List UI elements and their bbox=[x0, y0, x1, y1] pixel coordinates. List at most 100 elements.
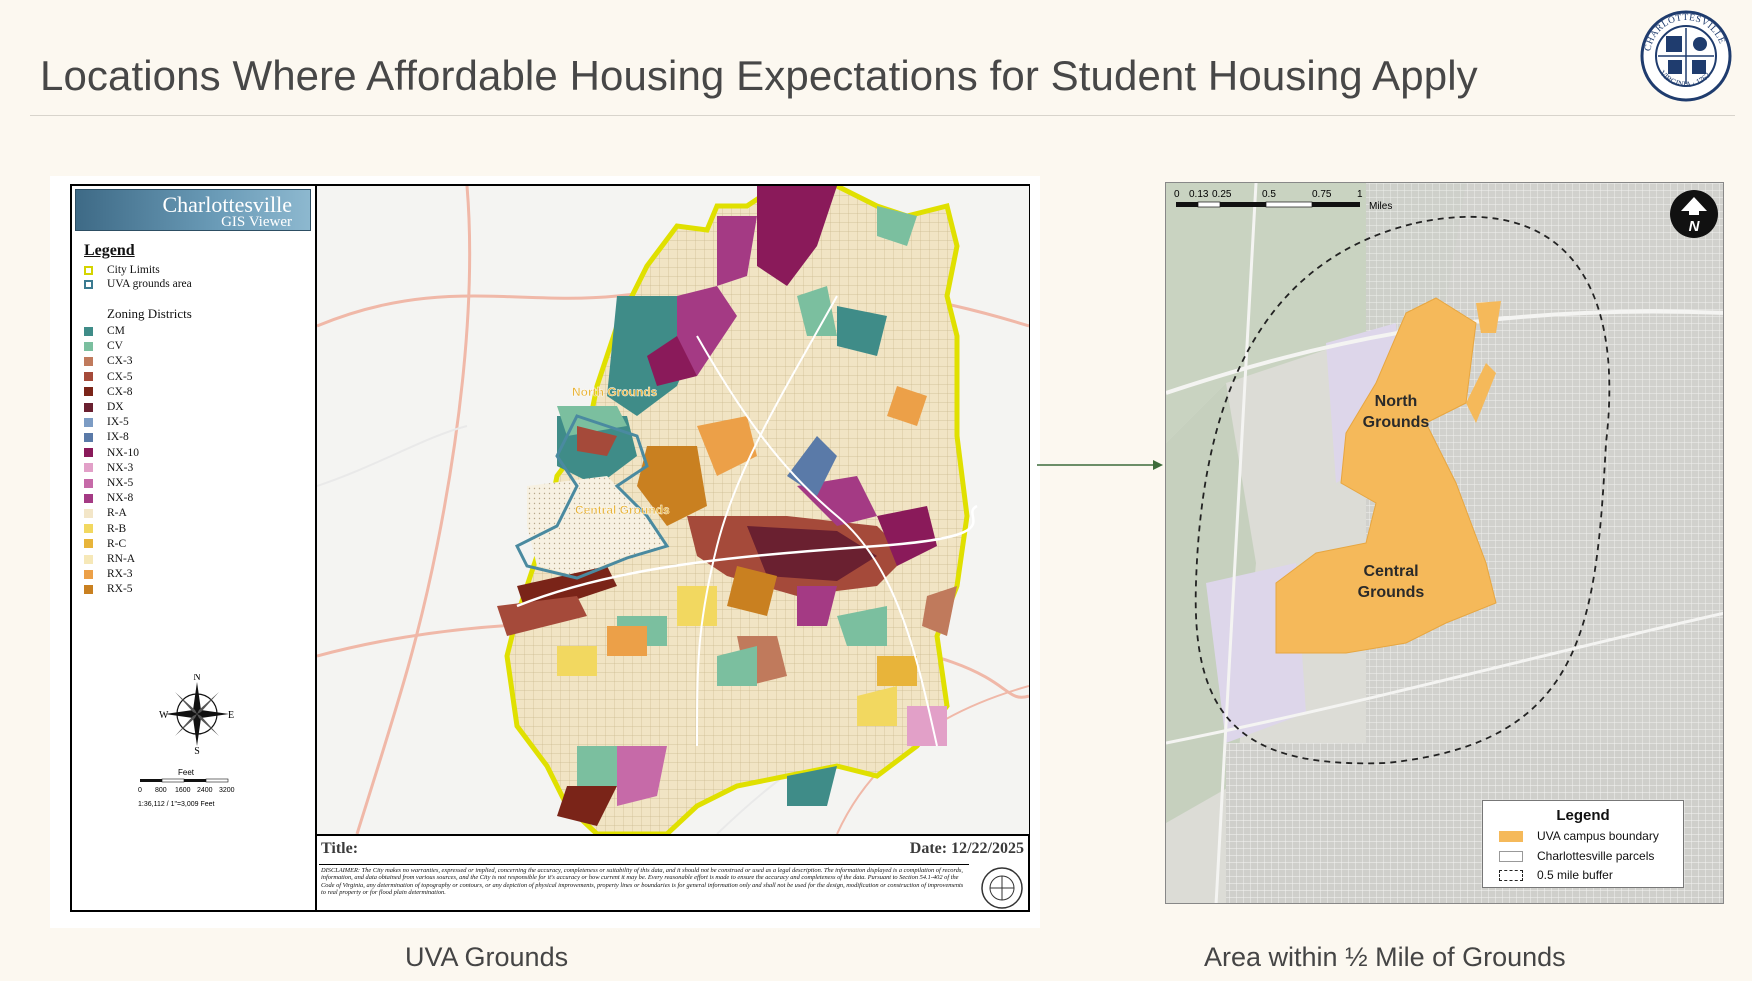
zone-legend-item: R-A bbox=[84, 506, 127, 520]
svg-text:0.75: 0.75 bbox=[1312, 189, 1332, 200]
zone-code: NX-10 bbox=[107, 446, 139, 459]
zone-code: CX-5 bbox=[107, 370, 133, 383]
zone-code: CM bbox=[107, 325, 125, 337]
zone-swatch bbox=[84, 539, 93, 549]
compass-s: S bbox=[194, 746, 200, 754]
zone-legend-item: R-B bbox=[84, 522, 126, 536]
compass-w: W bbox=[159, 710, 169, 721]
city-seal-small-icon bbox=[981, 867, 1023, 909]
map-date: Date: 12/22/2025 bbox=[909, 840, 1024, 857]
scale-ratio: 1:36,112 / 1"=3,009 Feet bbox=[138, 801, 215, 808]
north-grounds-label: North Grounds bbox=[572, 385, 658, 399]
svg-text:Miles: Miles bbox=[1369, 201, 1392, 212]
zone-legend-item: R-C bbox=[84, 537, 126, 551]
zone-legend-item: IX-8 bbox=[84, 430, 129, 444]
svg-text:N: N bbox=[1689, 218, 1701, 235]
svg-text:0: 0 bbox=[138, 787, 142, 794]
zone-legend-item: NX-8 bbox=[84, 491, 133, 505]
svg-text:1: 1 bbox=[1357, 189, 1363, 200]
buffer-map-svg bbox=[1166, 183, 1723, 903]
zone-swatch bbox=[84, 326, 93, 336]
zone-swatch bbox=[84, 432, 93, 442]
zone-legend-item: CX-5 bbox=[84, 370, 133, 384]
zone-legend-item: RN-A bbox=[84, 552, 135, 566]
compass-rose-icon: N S W E bbox=[159, 674, 234, 754]
zoning-districts-title: Zoning Districts bbox=[107, 306, 192, 321]
zone-swatch bbox=[84, 569, 93, 579]
gis-viewer-banner: Charlottesville GIS Viewer bbox=[75, 189, 311, 231]
arrow-right-icon bbox=[1037, 460, 1163, 470]
legend-title: Legend bbox=[1556, 807, 1610, 824]
legend-parcels: Charlottesville parcels bbox=[1499, 849, 1654, 863]
svg-text:2400: 2400 bbox=[197, 787, 213, 794]
title-divider bbox=[30, 115, 1735, 116]
zone-code: R-A bbox=[107, 507, 127, 520]
zone-swatch bbox=[84, 387, 93, 397]
north-arrow-icon: N bbox=[1670, 190, 1718, 238]
legend-uva-campus: UVA campus boundary bbox=[1499, 829, 1659, 843]
zone-swatch bbox=[84, 356, 93, 366]
zone-swatch bbox=[84, 402, 93, 412]
zone-code: CX-3 bbox=[107, 355, 133, 368]
zone-legend-item: NX-5 bbox=[84, 476, 133, 490]
city-seal-icon: CHARLOTTESVILLE VIRGINIA · 1762 bbox=[1640, 10, 1732, 102]
miles-scale-bar: 0 0.13 0.25 0.5 0.75 1 Miles bbox=[1174, 189, 1392, 212]
zone-swatch bbox=[84, 478, 93, 488]
zone-code: CX-8 bbox=[107, 385, 133, 398]
zone-swatch bbox=[84, 493, 93, 503]
zone-legend-item: CV bbox=[84, 339, 123, 353]
compass-n: N bbox=[193, 674, 200, 683]
banner-subtitle: GIS Viewer bbox=[221, 214, 292, 230]
buffer-map-panel[interactable]: North Grounds Central Grounds 0 0.13 0.2… bbox=[1165, 182, 1724, 904]
banner-city: Charlottesville bbox=[162, 192, 292, 217]
zone-legend-item: DX bbox=[84, 400, 124, 414]
central-grounds-label: Central Grounds bbox=[1357, 563, 1425, 601]
zoning-map-svg: North Grounds Central Grounds bbox=[317, 186, 1029, 834]
zone-swatch bbox=[84, 448, 93, 458]
compass-e: E bbox=[228, 710, 234, 721]
zoning-map-canvas[interactable]: North Grounds Central Grounds bbox=[317, 186, 1029, 834]
zone-swatch bbox=[84, 417, 93, 427]
zone-legend-item: CX-3 bbox=[84, 354, 133, 368]
legend-buffer: 0.5 mile buffer bbox=[1499, 868, 1613, 882]
zone-code: R-B bbox=[107, 522, 127, 535]
svg-text:0.5: 0.5 bbox=[1262, 189, 1276, 200]
svg-text:0.25: 0.25 bbox=[1212, 189, 1232, 200]
zone-swatch bbox=[84, 508, 93, 518]
legend-label: UVA grounds area bbox=[107, 278, 192, 290]
zone-code: RX-3 bbox=[107, 568, 133, 581]
north-grounds-label: North Grounds bbox=[1362, 393, 1430, 431]
legend-label: City Limits bbox=[107, 264, 160, 276]
zone-swatch bbox=[84, 372, 93, 382]
zoning-map-panel: Charlottesville GIS Viewer Legend City L… bbox=[50, 176, 1040, 928]
zone-code: R-C bbox=[107, 537, 127, 550]
zone-code: RN-A bbox=[107, 553, 136, 565]
left-map-caption: UVA Grounds bbox=[405, 942, 569, 972]
zone-code: NX-8 bbox=[107, 492, 134, 505]
map-title-label: Title: bbox=[321, 840, 359, 857]
zone-legend-item: IX-5 bbox=[84, 415, 129, 429]
zone-swatch bbox=[84, 463, 93, 473]
zone-code: RX-5 bbox=[107, 583, 133, 596]
zone-legend-item: CM bbox=[84, 324, 125, 338]
map-title-box: Title: Date: 12/22/2025 DISCLAIMER: The … bbox=[317, 834, 1030, 912]
zone-legend-item: RX-3 bbox=[84, 567, 133, 581]
zone-swatch bbox=[84, 524, 93, 534]
zone-legend-item: CX-8 bbox=[84, 385, 133, 399]
zone-legend-item: RX-5 bbox=[84, 582, 133, 596]
zone-legend-item: NX-3 bbox=[84, 461, 133, 475]
legend-uva-grounds: UVA grounds area bbox=[84, 278, 192, 290]
zone-code: NX-3 bbox=[107, 461, 134, 474]
zone-swatch bbox=[84, 554, 93, 564]
svg-text:3200: 3200 bbox=[219, 787, 235, 794]
buffer-map-legend: Legend UVA campus boundary Charlottesvil… bbox=[1482, 800, 1684, 888]
zone-code: CV bbox=[107, 340, 123, 353]
gis-viewer-frame: Charlottesville GIS Viewer Legend City L… bbox=[70, 184, 1030, 912]
map-disclaimer: DISCLAIMER: The City makes no warranties… bbox=[319, 864, 969, 910]
central-grounds-label: Central Grounds bbox=[575, 503, 670, 517]
svg-text:1600: 1600 bbox=[175, 787, 191, 794]
zone-code: NX-5 bbox=[107, 477, 134, 489]
zone-swatch bbox=[84, 584, 93, 594]
legend-title: Legend bbox=[84, 242, 135, 259]
scale-unit: Feet bbox=[178, 768, 195, 777]
